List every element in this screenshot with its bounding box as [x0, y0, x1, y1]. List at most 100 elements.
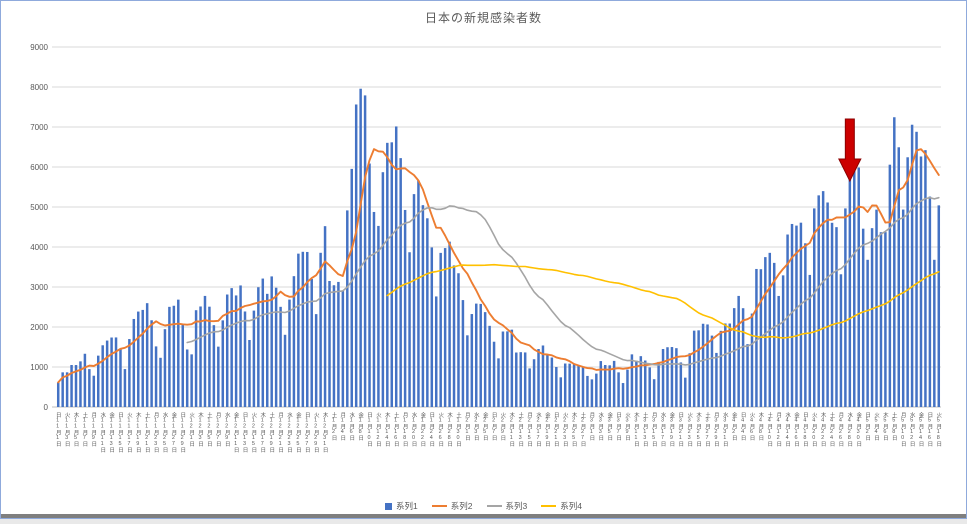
bar — [70, 365, 73, 407]
bar — [190, 354, 193, 407]
bar — [337, 281, 340, 407]
bar — [163, 329, 167, 407]
x-tick-label: 土1月16日 — [392, 412, 399, 447]
x-tick-label: 木3月11日 — [632, 412, 639, 447]
legend-item-3[interactable]: 系列3 — [486, 500, 527, 512]
bar — [839, 274, 843, 407]
bar — [652, 379, 656, 407]
bar — [288, 299, 291, 407]
bar — [586, 375, 589, 407]
bar — [790, 223, 794, 407]
bar — [319, 252, 322, 407]
bar — [261, 278, 265, 407]
bar — [635, 360, 638, 407]
bar — [550, 357, 554, 407]
x-tick-label: 金2月5日 — [481, 412, 488, 441]
bar — [764, 257, 767, 407]
bar — [692, 330, 696, 407]
bar — [443, 248, 447, 407]
bar — [568, 363, 571, 407]
bar — [177, 299, 180, 407]
bar — [97, 355, 100, 407]
bar — [630, 354, 634, 407]
legend-item-2[interactable]: 系列2 — [431, 500, 473, 512]
bar — [123, 369, 127, 407]
bar — [884, 232, 887, 407]
x-tick-label: 土2月27日 — [579, 412, 586, 447]
bar — [341, 291, 345, 407]
bar — [203, 295, 207, 407]
legend-item-1[interactable]: 系列1 — [385, 500, 418, 512]
x-tick-label: 土12月5日 — [205, 412, 212, 447]
bar — [159, 357, 162, 407]
bar — [866, 259, 869, 407]
bar — [577, 365, 580, 407]
bar — [715, 352, 718, 407]
bar — [279, 306, 282, 407]
bar — [74, 365, 78, 407]
bar — [515, 352, 518, 407]
bar — [154, 346, 158, 407]
x-tick-label: 月11月23日 — [152, 412, 159, 453]
bar — [906, 157, 909, 407]
bar — [292, 276, 296, 407]
bar — [750, 313, 754, 407]
x-tick-label: 木11月5日 — [72, 412, 79, 447]
bar — [666, 347, 669, 407]
x-tick-label: 金1月22日 — [419, 412, 426, 447]
bar — [830, 222, 834, 407]
x-tick-label: 月11月9日 — [90, 412, 97, 447]
x-tick-label: 金3月5日 — [606, 412, 613, 441]
bar — [430, 247, 434, 407]
bar — [225, 294, 229, 407]
bar — [537, 349, 540, 407]
x-tick-label: 金1月8日 — [357, 412, 364, 441]
bar — [737, 295, 740, 407]
x-tick-label: 月1月18日 — [401, 412, 408, 447]
bar — [786, 234, 789, 407]
bar — [461, 300, 465, 407]
bar — [270, 276, 273, 407]
bar — [919, 156, 923, 407]
legend-label: 系列2 — [450, 501, 473, 511]
x-tick-label: 日4月4日 — [739, 412, 746, 441]
legend-item-4[interactable]: 系列4 — [541, 500, 582, 512]
bar — [821, 191, 825, 407]
x-tick-label: 日11月15日 — [117, 412, 123, 453]
x-tick-label: 水2月3日 — [472, 412, 479, 441]
bar — [724, 323, 727, 407]
bar — [661, 349, 665, 407]
bar — [648, 367, 651, 407]
bar — [368, 163, 371, 407]
bar — [421, 205, 425, 407]
x-tick-label: 水11月11日 — [99, 412, 106, 453]
bar — [870, 228, 874, 407]
bar — [65, 372, 69, 407]
bar — [274, 287, 278, 407]
bar — [137, 311, 140, 407]
bar — [248, 340, 251, 407]
bar — [466, 335, 469, 407]
x-tick-label: 水3月17日 — [659, 412, 666, 447]
y-tick-label: 5000 — [30, 203, 48, 212]
x-tick-label: 木11月19日 — [134, 412, 141, 453]
bar — [83, 353, 87, 407]
bar — [795, 225, 798, 407]
bar — [354, 104, 358, 407]
bar — [590, 379, 594, 407]
bar — [359, 88, 362, 407]
bar — [732, 308, 736, 407]
y-tick-label: 6000 — [30, 163, 48, 172]
bar — [452, 265, 456, 407]
bar — [408, 252, 411, 407]
x-tick-label: 月5月10日 — [899, 412, 906, 447]
bar — [559, 377, 563, 407]
legend-bar-swatch — [385, 502, 393, 510]
bar — [532, 359, 536, 407]
bar — [817, 195, 820, 407]
bar — [239, 285, 242, 407]
bar — [688, 353, 691, 407]
bar — [399, 158, 402, 407]
x-tick-label: 日4月18日 — [801, 412, 808, 447]
